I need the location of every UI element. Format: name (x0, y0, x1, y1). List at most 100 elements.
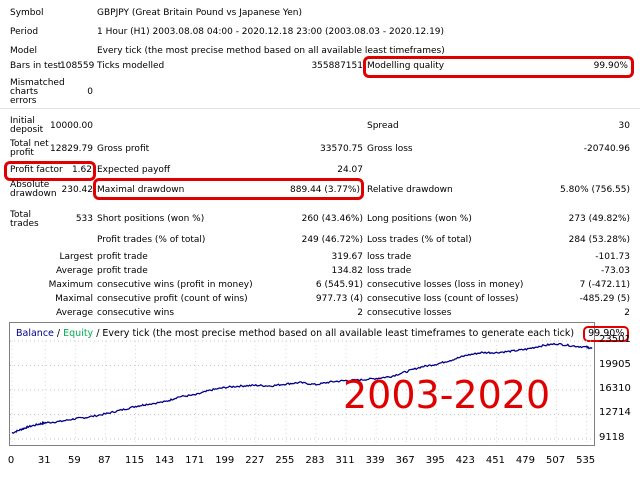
x-tick-label: 423 (455, 455, 475, 466)
spread-label: Spread (367, 121, 399, 131)
period-value: 1 Hour (H1) 2003.08.08 04:00 - 2020.12.1… (97, 27, 445, 37)
x-tick-label: 115 (124, 455, 145, 466)
total-trades-value: 533 (75, 214, 93, 224)
short-positions-label: Short positions (won %) (97, 214, 205, 224)
largest-profit-label: profit trade (97, 252, 148, 262)
max-cons-wins-value: 6 (545.91) (315, 280, 363, 290)
average-loss-label: loss trade (367, 266, 412, 276)
average-label: Average (56, 266, 93, 276)
maximal-drawdown-label: Maximal drawdown (97, 185, 185, 195)
max-cons-losses-label: consecutive losses (loss in money) (367, 280, 524, 290)
symbol-label: Symbol (10, 8, 44, 18)
gross-profit-value: 33570.75 (320, 144, 363, 154)
symbol-value: GBPJPY (Great Britain Pound vs Japanese … (97, 8, 302, 18)
period-label: Period (10, 27, 39, 37)
section-divider (0, 108, 640, 109)
mismatched-label-3: errors (10, 96, 37, 106)
profit-factor-label: Profit factor (10, 165, 63, 175)
avg-cons-losses-label: consecutive losses (367, 308, 452, 318)
ticks-value: 355887151 (311, 61, 363, 71)
total-net-label-2: profit (10, 148, 34, 158)
caption-quality-highlight: 99.90% (583, 326, 630, 342)
ticks-label: Ticks modelled (97, 61, 165, 71)
maximal-cons-loss-value: -485.29 (5) (579, 294, 630, 304)
x-tick-label: 31 (37, 455, 51, 466)
x-tick-label: 507 (546, 455, 566, 466)
y-tick-label: 12714 (599, 407, 631, 419)
maximal-cons-profit-label: consecutive profit (count of wins) (97, 294, 248, 304)
avg-cons-wins-label: consecutive wins (97, 308, 175, 318)
x-tick-label: 451 (485, 455, 505, 466)
expected-payoff-value: 24.07 (337, 165, 363, 175)
modelling-quality-label: Modelling quality (367, 61, 445, 71)
initial-deposit-label-2: deposit (10, 125, 44, 135)
average-loss-value: -73.03 (600, 266, 630, 276)
total-net-label-1: Total net (10, 139, 49, 149)
balance-line (11, 342, 593, 434)
x-tick-label: 311 (335, 455, 355, 466)
loss-trades-label: Loss trades (% of total) (367, 235, 472, 245)
initial-deposit-label-1: Initial (10, 116, 35, 126)
x-tick-label: 227 (245, 455, 265, 466)
caption-equity: Equity (63, 328, 94, 339)
x-tick-label: 395 (425, 455, 445, 466)
average-cons-label: Average (56, 308, 93, 318)
long-positions-value: 273 (49.82%) (568, 214, 630, 224)
maximal-label: Maximal (55, 294, 93, 304)
avg-cons-wins-value: 2 (357, 308, 363, 318)
chart-caption: Balance / Equity / Every tick (the most … (16, 326, 630, 342)
short-positions-value: 260 (43.46%) (301, 214, 363, 224)
x-tick-label: 367 (395, 455, 415, 466)
max-cons-losses-value: 7 (-472.11) (579, 280, 630, 290)
average-profit-value: 134.82 (331, 266, 364, 276)
gross-loss-label: Gross loss (367, 144, 413, 154)
x-tick-label: 87 (98, 455, 111, 466)
bars-value: 108559 (60, 61, 95, 71)
mismatched-label-1: Mismatched (10, 78, 65, 88)
x-tick-label: 143 (155, 455, 175, 466)
relative-drawdown-value: 5.80% (756.55) (560, 185, 630, 195)
chart-grid (10, 340, 594, 445)
profit-trades-value: 249 (46.72%) (301, 235, 363, 245)
model-label: Model (10, 46, 38, 56)
initial-deposit-value: 10000.00 (50, 121, 93, 131)
absolute-drawdown-value: 230.42 (61, 185, 94, 195)
x-tick-label: 171 (185, 455, 205, 466)
y-tick-label: 23501 (599, 334, 631, 345)
x-tick-label: 59 (67, 455, 81, 466)
y-tick-label: 19905 (599, 358, 631, 370)
bars-label: Bars in test (10, 61, 62, 71)
x-tick-label: 479 (515, 455, 536, 466)
largest-label: Largest (59, 252, 93, 262)
years-overlay: 2003-2020 (343, 373, 551, 417)
maximum-label: Maximum (48, 280, 93, 290)
average-profit-label: profit trade (97, 266, 148, 276)
largest-profit-value: 319.67 (331, 252, 364, 262)
max-cons-wins-label: consecutive wins (profit in money) (97, 280, 253, 290)
gross-profit-label: Gross profit (97, 144, 150, 154)
mismatched-label-2: charts (10, 87, 39, 97)
absolute-drawdown-label-1: Absolute (10, 180, 50, 190)
x-tick-label: 535 (576, 455, 596, 466)
modelling-quality-highlight (363, 56, 634, 78)
avg-cons-losses-value: 2 (624, 308, 630, 318)
largest-loss-value: -101.73 (595, 252, 630, 262)
long-positions-label: Long positions (won %) (367, 214, 472, 224)
y-tick-label: 9118 (599, 432, 625, 443)
maximal-cons-loss-label: consecutive loss (count of losses) (367, 294, 519, 304)
model-value: Every tick (the most precise method base… (97, 46, 445, 56)
x-tick-label: 0 (7, 455, 15, 466)
total-trades-label-1: Total (10, 210, 32, 220)
maximal-drawdown-highlight (93, 178, 364, 200)
maximal-drawdown-value: 889.44 (3.77%) (290, 185, 360, 195)
mismatched-value: 0 (87, 87, 93, 97)
caption-quality: 99.90% (588, 328, 625, 339)
x-tick-label: 339 (365, 455, 385, 466)
profit-trades-label: Profit trades (% of total) (97, 235, 206, 245)
total-net-value: 12829.79 (50, 144, 93, 154)
maximal-cons-profit-value: 977.73 (4) (315, 294, 363, 304)
balance-chart: Balance / Equity / Every tick (the most … (9, 322, 630, 446)
x-tick-label: 283 (305, 455, 325, 466)
profit-factor-value: 1.62 (71, 165, 92, 175)
total-trades-label-2: trades (10, 219, 39, 229)
